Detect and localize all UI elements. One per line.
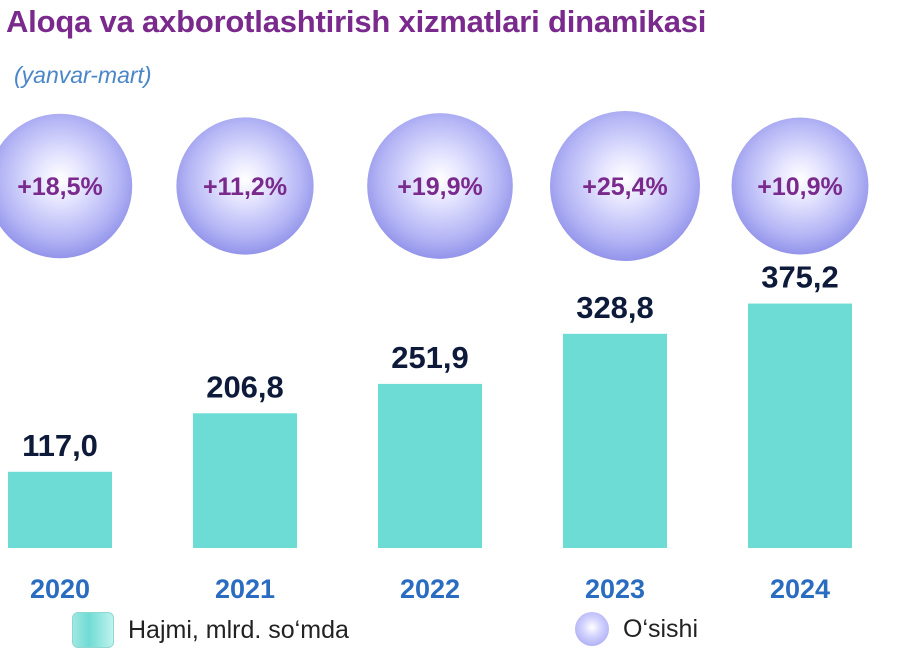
chart-subtitle: (yanvar-mart) [14,62,152,88]
value-label-2022: 251,9 [391,340,469,375]
bar-2021 [193,413,297,548]
year-label-2024: 2024 [770,574,830,604]
legend-item-growth: O‘sishi [575,612,698,646]
growth-bubble-2023 [550,111,700,261]
year-label-2022: 2022 [400,574,460,604]
legend-swatch-growth [575,612,609,646]
legend-label-volume: Hajmi, mlrd. so‘mda [128,615,349,644]
bar-2020 [8,471,112,548]
legend-swatch-volume [72,612,114,648]
growth-label-2021: +11,2% [203,173,287,201]
growth-label-2023: +25,4% [582,173,668,201]
growth-bubble-2020 [0,113,133,259]
bar-2022 [378,383,482,548]
bar-2024 [748,303,852,548]
growth-bubble-2022 [367,113,513,259]
growth-bubbles: +18,5% +11,2% +19,9% +25,4% +10,9% [0,111,869,261]
value-label-2021: 206,8 [206,369,284,404]
year-label-2021: 2021 [215,574,275,604]
growth-label-2020: +18,5% [17,173,103,201]
volume-bars [8,303,852,548]
value-label-2020: 117,0 [22,428,98,463]
growth-label-2024: +10,9% [757,173,843,201]
growth-label-2022: +19,9% [397,173,483,201]
value-label-2023: 328,8 [576,290,654,325]
growth-bubble-2024 [731,117,869,255]
legend-label-growth: O‘sishi [623,614,699,643]
legend: Hajmi, mlrd. so‘mda O‘sishi [0,612,918,662]
bar-2023 [563,333,667,548]
growth-bubble-2021 [176,117,314,255]
chart-title: Aloqa va axborotlashtirish xizmatlari di… [6,4,707,39]
value-label-2024: 375,2 [761,260,839,295]
value-labels: 117,0 206,8 251,9 328,8 375,2 [22,260,839,463]
legend-item-volume: Hajmi, mlrd. so‘mda [72,612,349,648]
year-label-2020: 2020 [30,574,90,604]
year-label-2023: 2023 [585,574,645,604]
year-labels: 2020 2021 2022 2023 2024 [30,574,830,604]
